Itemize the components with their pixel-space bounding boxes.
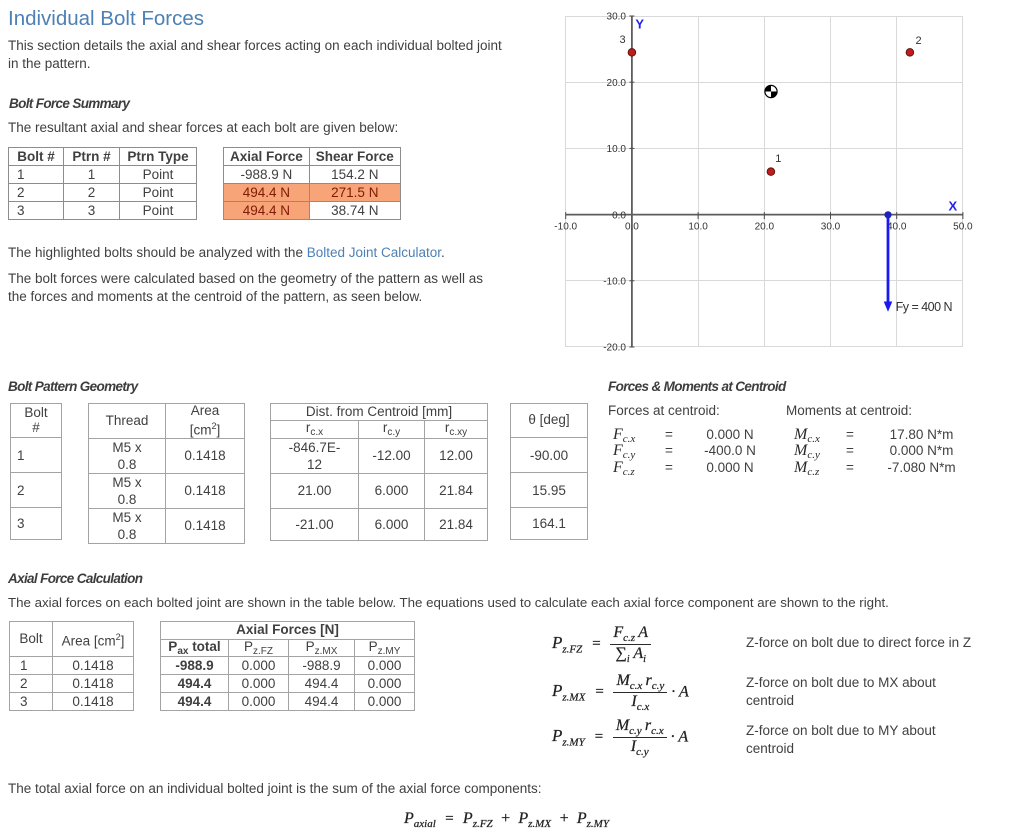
svg-text:40.0: 40.0 <box>887 222 907 233</box>
svg-text:50.0: 50.0 <box>953 222 973 233</box>
svg-text:3: 3 <box>619 34 625 46</box>
svg-text:20.0: 20.0 <box>755 222 775 233</box>
svg-text:0.0: 0.0 <box>625 222 639 233</box>
svg-text:Fy = 400 N: Fy = 400 N <box>896 300 953 314</box>
svg-text:2: 2 <box>915 35 921 47</box>
svg-text:20.0: 20.0 <box>607 78 627 89</box>
svg-text:1: 1 <box>775 153 781 165</box>
svg-text:0.0: 0.0 <box>612 210 626 221</box>
svg-text:X: X <box>949 199 958 214</box>
svg-text:10.0: 10.0 <box>607 144 627 155</box>
svg-text:Y: Y <box>635 17 644 32</box>
svg-text:-10.0: -10.0 <box>603 277 626 288</box>
svg-text:30.0: 30.0 <box>607 12 627 23</box>
svg-text:-10.0: -10.0 <box>554 222 577 233</box>
svg-text:-20.0: -20.0 <box>603 343 626 354</box>
svg-text:30.0: 30.0 <box>821 222 841 233</box>
svg-text:10.0: 10.0 <box>688 222 708 233</box>
